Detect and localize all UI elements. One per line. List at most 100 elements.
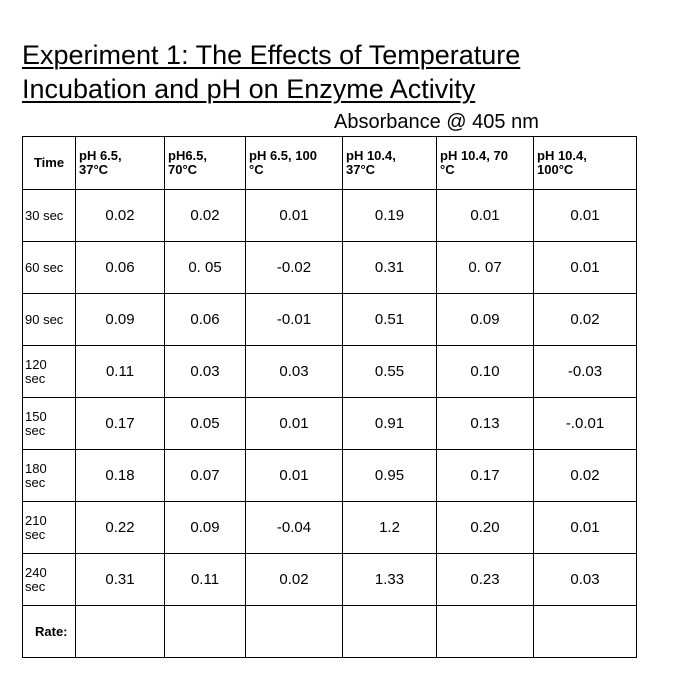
header-line: pH6.5, [168, 148, 208, 163]
time-line: sec [25, 422, 46, 438]
time-cell: 210 sec [22, 501, 76, 554]
header-line: 70°C [168, 162, 198, 177]
header-line: °C [249, 162, 264, 177]
time-line: 60 sec [25, 259, 64, 275]
value-cell: 0.03 [245, 345, 343, 398]
header-line: °C [440, 162, 455, 177]
table-caption: Absorbance @ 405 nm [334, 111, 539, 133]
header-column: pH 10.4, 70 °C [436, 136, 534, 190]
table-row: 120 sec 0.11 0.03 0.03 0.55 0.10 -0.03 [22, 345, 637, 398]
time-line: 30 sec [25, 207, 64, 223]
value-cell: 0.13 [436, 397, 534, 450]
value-cell: 0.17 [436, 449, 534, 502]
time-cell: 120 sec [22, 345, 76, 398]
rate-cell[interactable] [342, 605, 437, 658]
header-time: Time [22, 136, 76, 190]
time-line: 120 [25, 356, 47, 372]
value-cell: 0.06 [164, 293, 246, 346]
value-cell: 0.01 [533, 189, 637, 242]
value-cell: 0.17 [75, 397, 165, 450]
value-cell: 0.01 [436, 189, 534, 242]
rate-cell[interactable] [436, 605, 534, 658]
header-column: pH 6.5, 100 °C [245, 136, 343, 190]
absorbance-table: Time pH 6.5, 37°C pH6.5, 70°C pH 6.5, 100 °… [22, 136, 637, 658]
value-cell: 0.51 [342, 293, 437, 346]
value-cell: 0.95 [342, 449, 437, 502]
value-cell: 0.02 [245, 553, 343, 606]
time-cell: 30 sec [22, 189, 76, 242]
value-cell: 0.02 [533, 449, 637, 502]
time-line: 150 [25, 408, 47, 424]
value-cell: 0.55 [342, 345, 437, 398]
value-cell: 0.19 [342, 189, 437, 242]
header-line: 37°C [79, 162, 109, 177]
value-cell: -0.01 [245, 293, 343, 346]
time-cell: 150 sec [22, 397, 76, 450]
value-cell: 0.09 [75, 293, 165, 346]
header-line: 37°C [346, 162, 376, 177]
time-line: sec [25, 526, 46, 542]
table-row: 180 sec 0.18 0.07 0.01 0.95 0.17 0.02 [22, 449, 637, 502]
header-line: pH 10.4, 70 [440, 148, 508, 163]
time-line: 210 [25, 512, 47, 528]
rate-cell[interactable] [164, 605, 246, 658]
value-cell: 0.03 [164, 345, 246, 398]
table-row: 60 sec 0.06 0. 05 -0.02 0.31 0. 07 0.01 [22, 241, 637, 294]
value-cell: 0.01 [533, 241, 637, 294]
header-line: 100°C [537, 162, 574, 177]
time-line: 180 [25, 460, 47, 476]
value-cell: 0.23 [436, 553, 534, 606]
header-line: pH 6.5, [79, 148, 122, 163]
header-column: pH 10.4, 100°C [533, 136, 637, 190]
value-cell: 0.01 [533, 501, 637, 554]
time-line: 240 [25, 564, 47, 580]
time-cell: 60 sec [22, 241, 76, 294]
value-cell: 0.01 [245, 397, 343, 450]
value-cell: 0.20 [436, 501, 534, 554]
rate-cell[interactable] [75, 605, 165, 658]
value-cell: 0.10 [436, 345, 534, 398]
header-row: Time pH 6.5, 37°C pH6.5, 70°C pH 6.5, 100 °… [22, 136, 637, 190]
value-cell: 0.01 [245, 189, 343, 242]
value-cell: 0.31 [342, 241, 437, 294]
value-cell: 1.2 [342, 501, 437, 554]
time-cell: 240 sec [22, 553, 76, 606]
value-cell: 0.03 [533, 553, 637, 606]
rate-cell[interactable] [533, 605, 637, 658]
value-cell: 0.01 [245, 449, 343, 502]
header-column: pH6.5, 70°C [164, 136, 246, 190]
value-cell: 0. 07 [436, 241, 534, 294]
time-cell: 180 sec [22, 449, 76, 502]
value-cell: 0.02 [533, 293, 637, 346]
value-cell: 0.22 [75, 501, 165, 554]
value-cell: 0.11 [75, 345, 165, 398]
value-cell: -.0.01 [533, 397, 637, 450]
value-cell: 0.91 [342, 397, 437, 450]
rate-cell[interactable] [245, 605, 343, 658]
time-cell: 90 sec [22, 293, 76, 346]
value-cell: 0.09 [436, 293, 534, 346]
table-row: 90 sec 0.09 0.06 -0.01 0.51 0.09 0.02 [22, 293, 637, 346]
table-row: 210 sec 0.22 0.09 -0.04 1.2 0.20 0.01 [22, 501, 637, 554]
time-line: sec [25, 578, 46, 594]
title-line-1: Experiment 1: The Effects of Temperature [22, 40, 521, 70]
value-cell: -0.03 [533, 345, 637, 398]
value-cell: 0.11 [164, 553, 246, 606]
time-line: sec [25, 474, 46, 490]
value-cell: -0.02 [245, 241, 343, 294]
time-line: sec [25, 370, 46, 386]
value-cell: 0.09 [164, 501, 246, 554]
page-title: Experiment 1: The Effects of Temperature… [22, 38, 520, 106]
value-cell: 0.06 [75, 241, 165, 294]
title-line-2: Incubation and pH on Enzyme Activity [22, 74, 476, 104]
table-row: 30 sec 0.02 0.02 0.01 0.19 0.01 0.01 [22, 189, 637, 242]
header-column: pH 6.5, 37°C [75, 136, 165, 190]
value-cell: 0. 05 [164, 241, 246, 294]
header-line: pH 6.5, 100 [249, 148, 317, 163]
time-line: 90 sec [25, 311, 64, 327]
header-column: pH 10.4, 37°C [342, 136, 437, 190]
value-cell: 0.18 [75, 449, 165, 502]
value-cell: 0.07 [164, 449, 246, 502]
header-line: pH 10.4, [346, 148, 396, 163]
value-cell: 0.05 [164, 397, 246, 450]
